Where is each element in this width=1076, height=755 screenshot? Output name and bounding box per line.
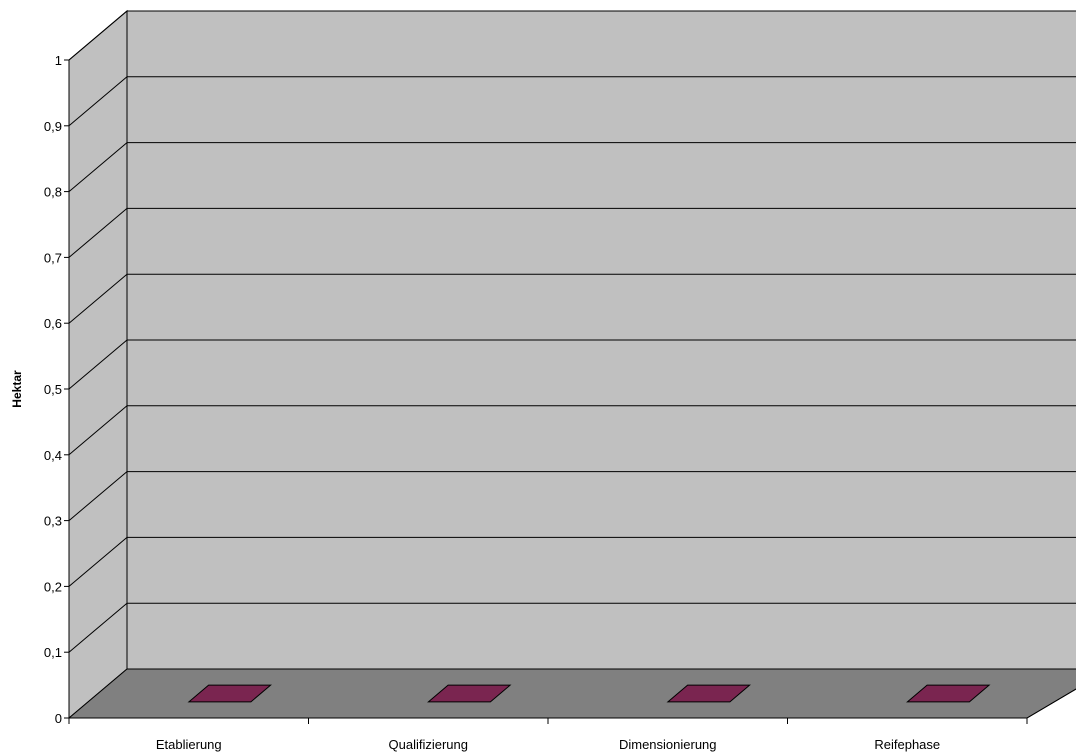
bar xyxy=(187,684,272,703)
y-tick-label: 0,4 xyxy=(44,448,62,463)
floor-edge xyxy=(1026,688,1076,719)
gridline-side xyxy=(68,339,128,390)
gridline-side xyxy=(68,208,128,258)
chart-walls xyxy=(67,9,1076,720)
gridline-side xyxy=(68,602,128,653)
y-tick-label: 0,3 xyxy=(44,514,62,529)
y-tick-label: 0,1 xyxy=(44,645,62,660)
y-axis-ticks: 0 0,1 0,2 0,3 0,4 0,5 0,6 0,7 0,8 0,9 1 xyxy=(44,53,69,726)
x-tick-label: Dimensionierung xyxy=(619,737,717,752)
gridline-side xyxy=(68,405,128,456)
bar xyxy=(906,684,991,703)
gridlines xyxy=(68,10,1076,653)
y-tick-label: 0,8 xyxy=(44,185,62,200)
bar xyxy=(666,684,751,703)
x-tick-label: Qualifizierung xyxy=(389,737,469,752)
gridline-side xyxy=(68,142,128,192)
y-tick-label: 0,2 xyxy=(44,579,62,594)
y-axis-title: Hektar xyxy=(10,370,24,408)
gridline-side xyxy=(68,76,128,127)
gridline-side xyxy=(68,273,128,324)
x-axis-ticks: Etablierung Qualifizierung Dimensionierung… xyxy=(68,718,1028,752)
x-tick-label: Etablierung xyxy=(156,737,222,752)
y-tick-label: 1 xyxy=(55,53,62,68)
bar xyxy=(427,684,512,703)
y-tick-label: 0,5 xyxy=(44,382,62,397)
y-tick-label: 0,7 xyxy=(44,250,62,265)
bars xyxy=(187,684,991,703)
gridline-side xyxy=(68,10,128,61)
x-tick-label: Reifephase xyxy=(874,737,940,752)
y-tick-label: 0,6 xyxy=(44,316,62,331)
y-tick-label: 0,9 xyxy=(44,119,62,134)
gridline-side xyxy=(68,471,128,521)
gridline-side xyxy=(68,537,128,587)
y-tick-label: 0 xyxy=(55,711,62,726)
